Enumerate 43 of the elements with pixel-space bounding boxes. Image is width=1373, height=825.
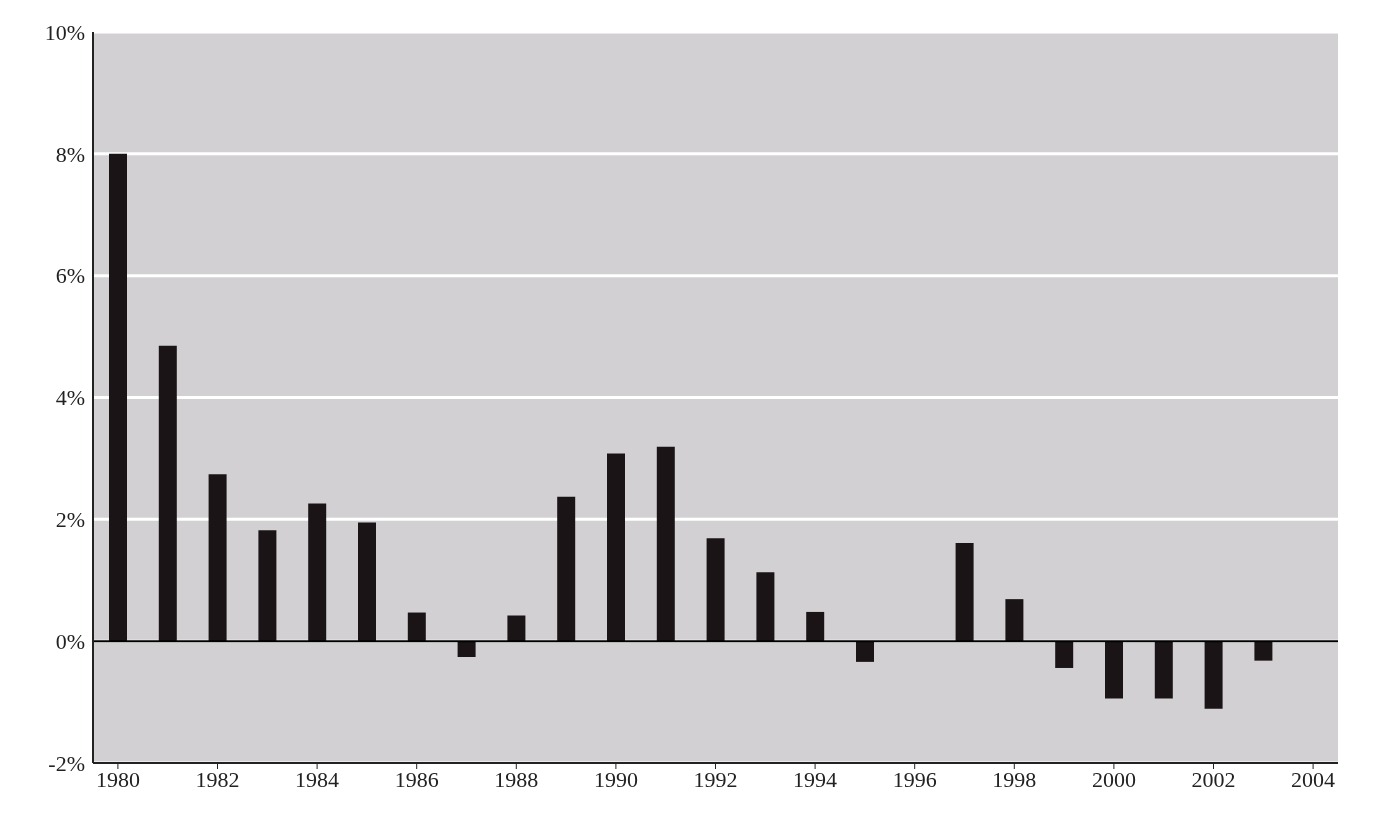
x-tick-label: 1990 bbox=[593, 766, 638, 792]
y-tick-label: 0% bbox=[55, 628, 85, 654]
bar bbox=[656, 446, 675, 642]
bar bbox=[806, 611, 825, 642]
bar bbox=[208, 474, 227, 642]
x-tick-label: 1980 bbox=[95, 766, 140, 792]
y-tick-label: 6% bbox=[55, 263, 85, 289]
bar bbox=[557, 496, 576, 642]
bar bbox=[457, 641, 476, 658]
y-tick-label: 2% bbox=[55, 507, 85, 533]
y-tick-label: 8% bbox=[55, 141, 85, 167]
bar bbox=[1254, 641, 1273, 661]
y-tick-label: 10% bbox=[44, 19, 85, 45]
x-tick-label: 1992 bbox=[693, 766, 738, 792]
x-tick-label: 1986 bbox=[394, 766, 439, 792]
x-tick-label: 1994 bbox=[793, 766, 838, 792]
x-tick-label: 2000 bbox=[1091, 766, 1136, 792]
bar bbox=[158, 345, 177, 642]
bar bbox=[407, 612, 426, 642]
bar bbox=[856, 641, 874, 662]
bar bbox=[607, 453, 625, 642]
x-tick-label: 1984 bbox=[295, 766, 340, 792]
bar bbox=[1105, 641, 1123, 699]
bar bbox=[1055, 641, 1074, 668]
bar bbox=[258, 530, 277, 642]
x-tick-label: 2004 bbox=[1291, 766, 1336, 792]
x-tick-label: 1998 bbox=[992, 766, 1037, 792]
x-tick-label: 2002 bbox=[1191, 766, 1236, 792]
bar bbox=[109, 153, 127, 642]
bar bbox=[706, 538, 725, 642]
bar bbox=[507, 615, 526, 642]
bar bbox=[1005, 599, 1024, 642]
bar bbox=[1154, 641, 1173, 699]
bar bbox=[358, 522, 376, 642]
y-tick-label: -2% bbox=[48, 750, 85, 776]
bar bbox=[1204, 641, 1223, 709]
x-tick-label: 1982 bbox=[195, 766, 240, 792]
bar bbox=[308, 503, 327, 642]
bar bbox=[756, 572, 775, 642]
x-tick-label: 1996 bbox=[892, 766, 937, 792]
x-tick-label: 1988 bbox=[494, 766, 539, 792]
bar bbox=[955, 543, 974, 642]
y-tick-label: 4% bbox=[55, 385, 85, 411]
